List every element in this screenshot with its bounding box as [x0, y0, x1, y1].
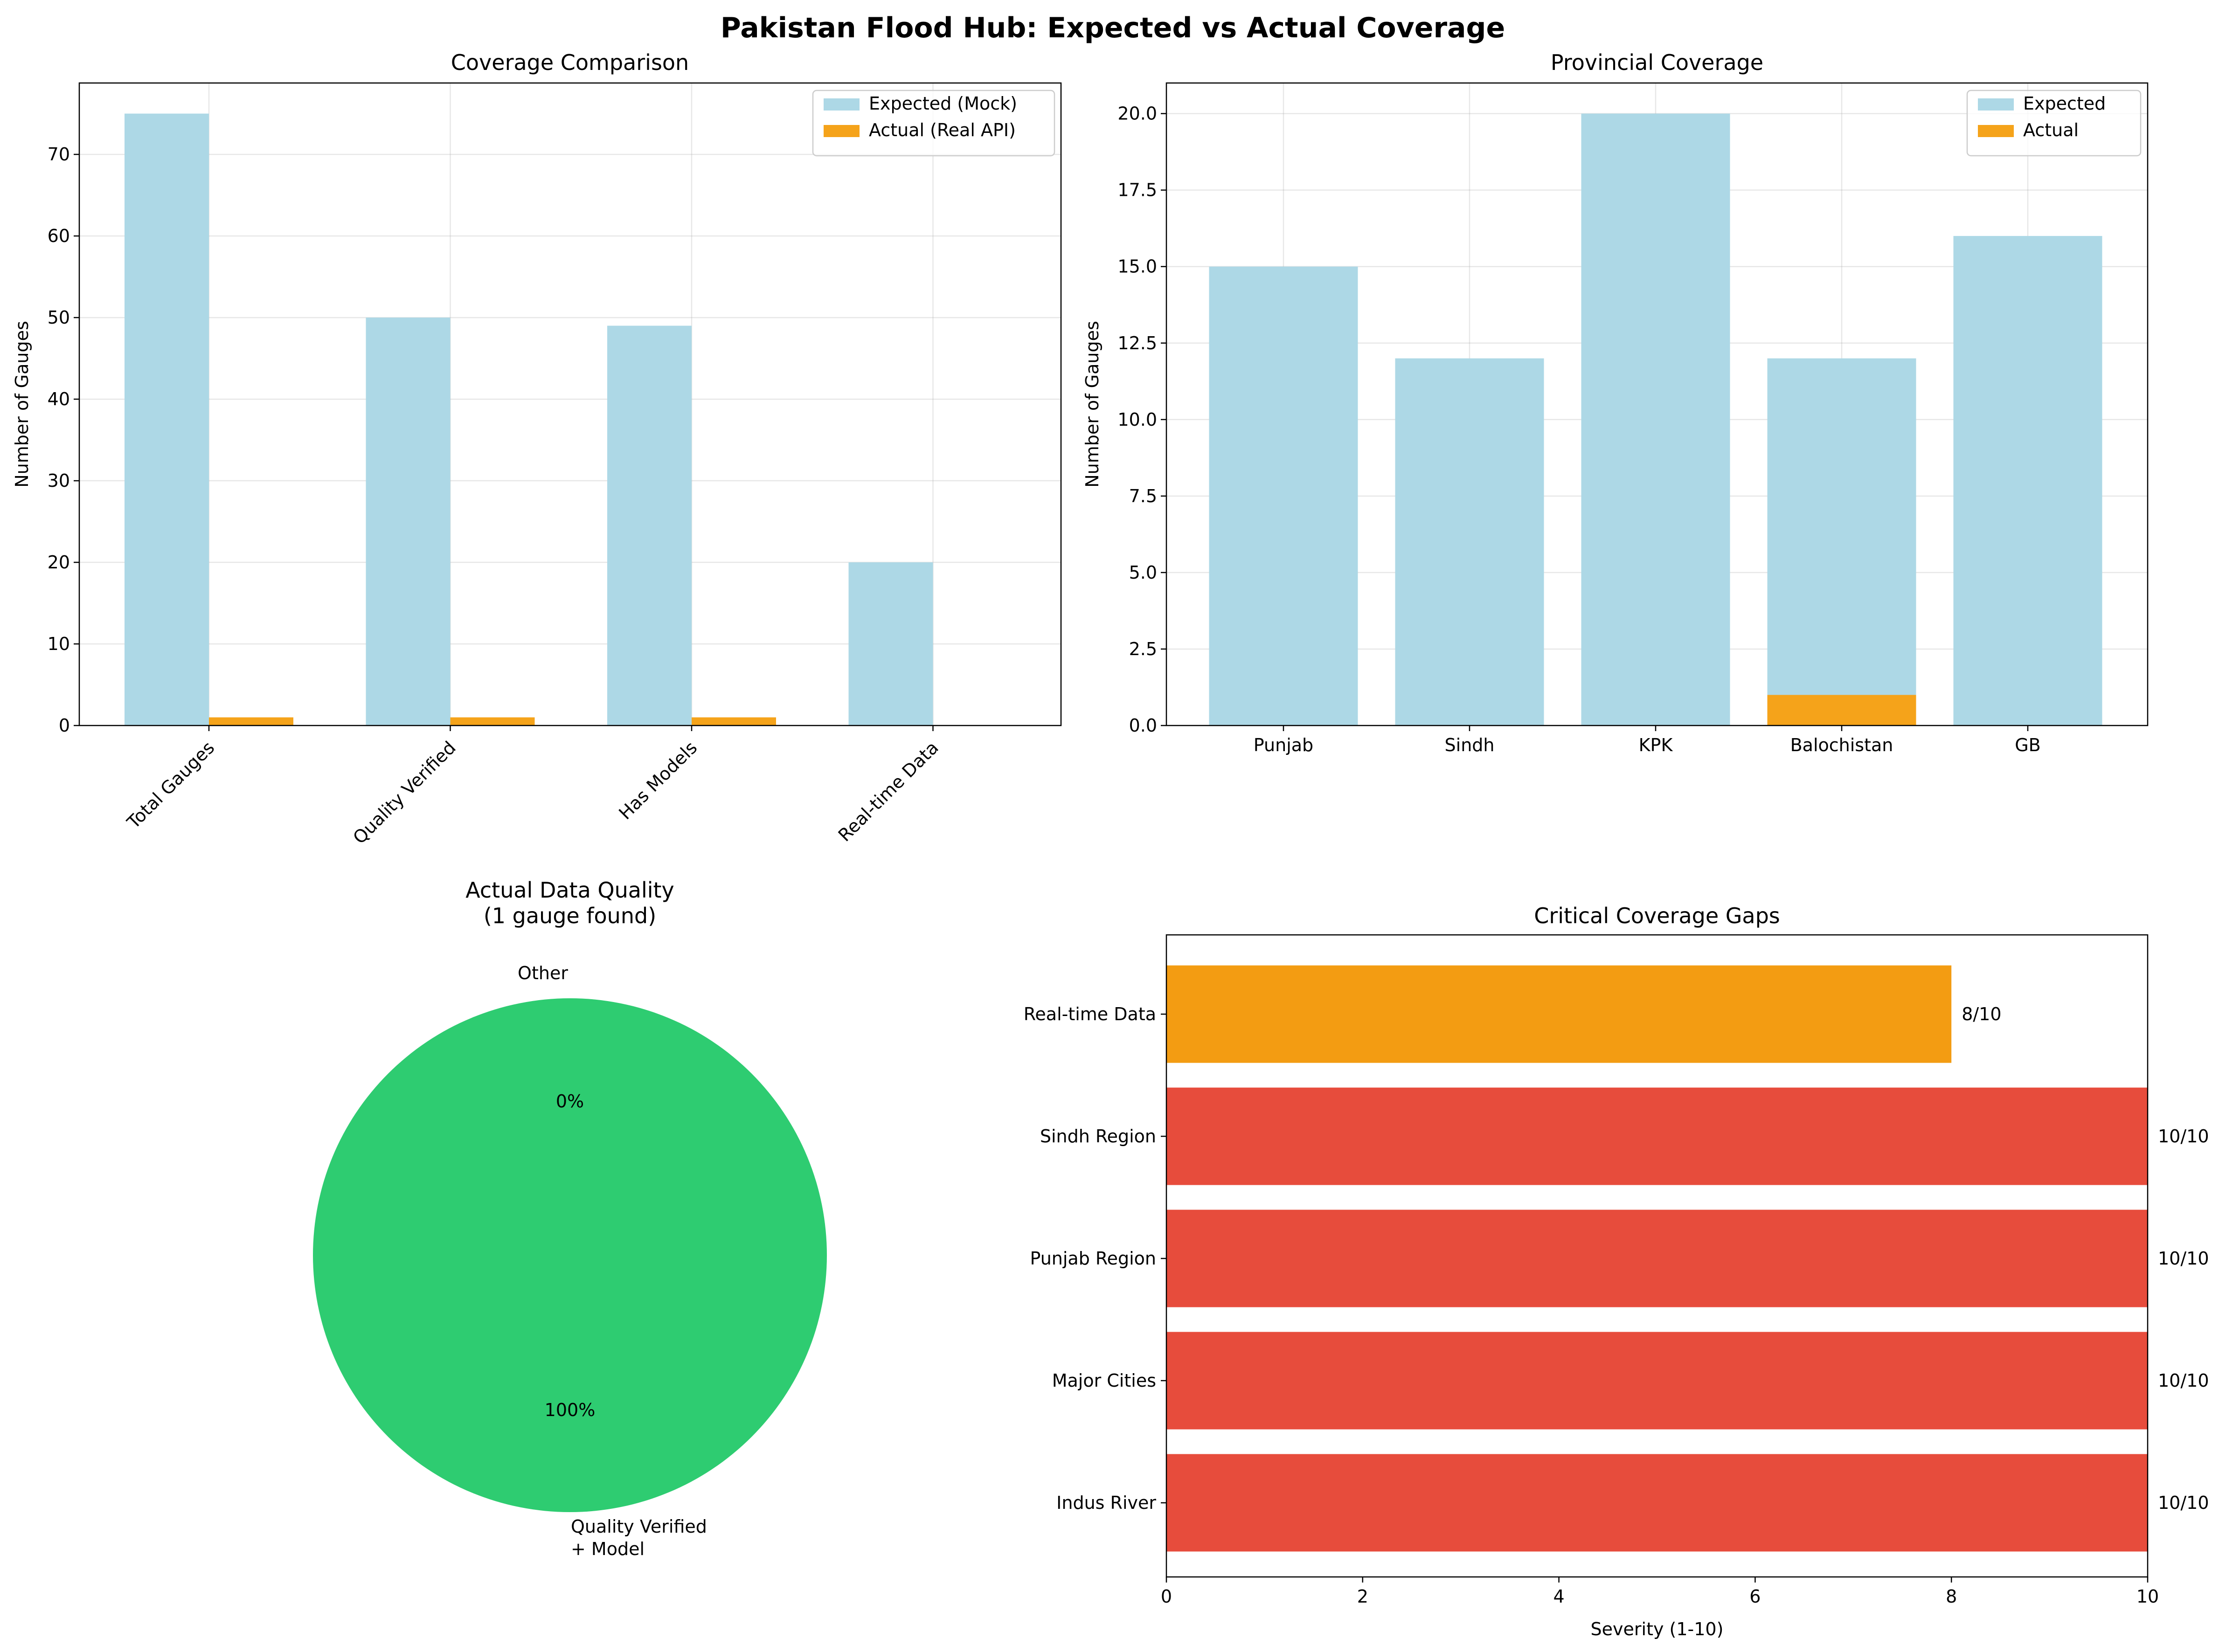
gap-bar-sindh-region [1166, 1087, 2148, 1185]
provincial-coverage-chart: 0.0 2.5 5.0 7.5 10.0 12.5 15.0 17.5 20.0 Punjab S… [1082, 50, 2149, 755]
gap-value-label-real-time-data: 8/10 [1962, 1004, 2001, 1024]
y-tick-label: 10.0 [1117, 409, 1157, 430]
critical-gaps-value-labels: 8/10 10/10 10/10 10/10 10/10 [1962, 1004, 2209, 1513]
legend-swatch-expected [1978, 98, 2014, 111]
bar-expected-mock-has-models [607, 325, 692, 726]
coverage-comparison-y-ticks: 0 10 20 30 40 50 60 70 [48, 144, 79, 736]
provincial-coverage-bars [1209, 113, 2102, 726]
provincial-coverage-x-ticks: Punjab Sindh KPK Balochistan GB [1254, 726, 2041, 755]
bar-expected-kpk [1581, 113, 1730, 726]
y-tick-label: 7.5 [1129, 486, 1157, 506]
legend-frame [812, 90, 1055, 157]
legend-label-actual: Actual [2023, 120, 2079, 140]
y-tick-label-real-time-data: Real-time Data [1024, 1004, 1156, 1024]
critical-gaps-title: Critical Coverage Gaps [1534, 903, 1780, 928]
bar-expected-punjab [1209, 266, 1358, 726]
pie-label-quality-verified-line-2: + Model [571, 1539, 645, 1559]
x-tick-label: 8 [1946, 1586, 1957, 1607]
legend-swatch-expected-mock [824, 98, 860, 111]
x-tick-label-kpk: KPK [1639, 735, 1673, 755]
x-tick-label-sindh: Sindh [1445, 735, 1495, 755]
data-quality-title-line-2: (1 gauge found) [484, 903, 656, 928]
bar-actual-real-api-quality-verified [450, 717, 535, 726]
y-tick-label: 10 [48, 634, 70, 654]
y-tick-label: 0.0 [1129, 715, 1157, 736]
gap-value-label-major-cities: 10/10 [2158, 1370, 2209, 1391]
legend-label-actual-real-api: Actual (Real API) [869, 120, 1016, 140]
gap-value-label-punjab-region: 10/10 [2158, 1248, 2209, 1269]
figure-title: Pakistan Flood Hub: Expected vs Actual C… [721, 12, 1505, 44]
coverage-comparison-y-label: Number of Gauges [12, 321, 32, 488]
x-tick-label: 2 [1357, 1586, 1368, 1607]
pie-pct-other: 0% [556, 1091, 584, 1112]
gap-value-label-indus-river: 10/10 [2158, 1493, 2209, 1513]
y-tick-label-sindh-region: Sindh Region [1040, 1126, 1156, 1147]
legend-swatch-actual [1978, 125, 2014, 137]
bar-actual-balochistan [1767, 695, 1916, 726]
pie-pct-quality-verified: 100% [545, 1400, 596, 1420]
bar-expected-gb [1953, 236, 2102, 726]
bar-expected-mock-total-gauges [125, 113, 209, 726]
y-tick-label: 0 [59, 715, 70, 736]
y-tick-label: 40 [48, 389, 70, 409]
provincial-coverage-legend: Expected Actual [1966, 90, 2142, 157]
critical-gaps-chart: Real-time Data Sindh Region Punjab Region M… [1024, 903, 2209, 1639]
pie-label-quality-verified-line-1: Quality Verified [571, 1516, 707, 1537]
data-quality-slices [313, 998, 827, 1512]
coverage-comparison-title: Coverage Comparison [451, 50, 689, 75]
provincial-coverage-title: Provincial Coverage [1551, 50, 1763, 75]
y-tick-label: 70 [48, 144, 70, 165]
legend-label-expected: Expected [2023, 93, 2106, 114]
coverage-comparison-axes-frame [78, 82, 1062, 726]
legend-label-expected-mock: Expected (Mock) [869, 93, 1017, 114]
critical-gaps-x-ticks: 0 2 4 6 8 10 [1161, 1577, 2159, 1607]
critical-gaps-y-ticks: Real-time Data Sindh Region Punjab Region M… [1024, 1004, 1166, 1513]
data-quality-pie-chart: Actual Data Quality (1 gauge found) Othe… [313, 878, 827, 1559]
x-tick-label: 6 [1749, 1586, 1761, 1607]
y-tick-label: 20.0 [1117, 104, 1157, 124]
gap-bar-punjab-region [1166, 1210, 2148, 1307]
pie-label-other: Other [518, 963, 568, 983]
y-tick-label: 60 [48, 226, 70, 246]
legend-swatch-actual-real-api [824, 125, 860, 137]
critical-gaps-bars [1166, 965, 2148, 1552]
y-tick-label: 5.0 [1129, 562, 1157, 583]
y-tick-label: 20 [48, 552, 70, 573]
y-tick-label: 12.5 [1117, 333, 1157, 353]
y-tick-label: 15.0 [1117, 256, 1157, 277]
gap-bar-major-cities [1166, 1332, 2148, 1430]
gap-bar-indus-river [1166, 1454, 2148, 1552]
provincial-coverage-axes-frame [1165, 82, 2149, 726]
y-tick-label-punjab-region: Punjab Region [1030, 1248, 1156, 1269]
x-tick-label-balochistan: Balochistan [1790, 735, 1893, 755]
y-tick-label: 17.5 [1117, 180, 1157, 200]
y-tick-label: 30 [48, 470, 70, 491]
bar-actual-real-api-total-gauges [209, 717, 293, 726]
x-tick-label: 4 [1553, 1586, 1565, 1607]
gap-value-label-sindh-region: 10/10 [2158, 1126, 2209, 1147]
data-quality-title-line-1: Actual Data Quality [465, 878, 674, 903]
x-tick-label: 0 [1161, 1586, 1172, 1607]
x-tick-label-gb: GB [2015, 735, 2041, 755]
x-tick-label: 10 [2136, 1586, 2159, 1607]
critical-gaps-x-label: Severity (1-10) [1591, 1619, 1724, 1639]
y-tick-label: 2.5 [1129, 639, 1157, 659]
critical-gaps-axes-frame [1165, 934, 2149, 1578]
bar-expected-mock-real-time-data [848, 562, 933, 726]
y-tick-label-major-cities: Major Cities [1052, 1370, 1156, 1391]
bar-expected-sindh [1395, 358, 1544, 726]
y-tick-label: 50 [48, 307, 70, 328]
coverage-comparison-legend: Expected (Mock) Actual (Real API) [812, 90, 1055, 157]
y-tick-label-indus-river: Indus River [1056, 1493, 1156, 1513]
pie-slice-quality-verified-model [313, 998, 827, 1512]
x-tick-label-punjab: Punjab [1254, 735, 1313, 755]
coverage-comparison-bars [125, 113, 933, 726]
provincial-coverage-y-label: Number of Gauges [1082, 321, 1103, 488]
gap-bar-real-time-data [1166, 965, 1952, 1063]
provincial-coverage-y-ticks: 0.0 2.5 5.0 7.5 10.0 12.5 15.0 17.5 20.0 [1117, 104, 1166, 736]
bar-actual-real-api-has-models [692, 717, 776, 726]
bar-expected-mock-quality-verified [366, 318, 451, 726]
bar-expected-balochistan [1767, 358, 1916, 726]
